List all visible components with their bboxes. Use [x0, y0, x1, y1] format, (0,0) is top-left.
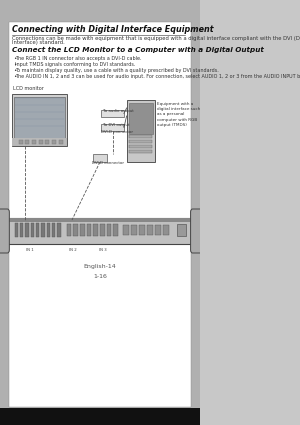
Bar	[14, 97, 64, 139]
Bar	[41, 223, 45, 237]
Bar	[129, 103, 153, 134]
Bar	[113, 224, 118, 236]
Bar	[127, 100, 154, 162]
Bar	[123, 225, 129, 235]
Bar	[52, 140, 56, 144]
Bar	[100, 224, 105, 236]
Text: DVI-D connector: DVI-D connector	[92, 161, 124, 165]
Text: To audio output: To audio output	[103, 108, 134, 113]
Bar	[101, 110, 124, 117]
Bar	[31, 223, 34, 237]
Bar	[129, 145, 152, 148]
Bar	[36, 223, 39, 237]
Text: To DVI output: To DVI output	[103, 122, 129, 127]
Bar	[46, 223, 50, 237]
Text: To maintain display quality, use a cable with a quality prescribed by DVI standa: To maintain display quality, use a cable…	[15, 68, 219, 73]
Bar	[25, 223, 29, 237]
Bar	[15, 223, 18, 237]
Text: The RGB 1 IN connector also accepts a DVI-D cable.: The RGB 1 IN connector also accepts a DV…	[15, 56, 142, 61]
Text: IN 2: IN 2	[69, 248, 77, 252]
Bar	[129, 150, 152, 153]
Bar	[3, 218, 197, 244]
Bar	[147, 225, 153, 235]
Bar	[52, 223, 55, 237]
Text: IN 1: IN 1	[26, 248, 34, 252]
Text: The AUDIO IN 1, 2 and 3 can be used for audio input. For connection, select AUDI: The AUDIO IN 1, 2 and 3 can be used for …	[15, 74, 300, 79]
Bar	[129, 135, 152, 138]
Bar	[20, 223, 23, 237]
Bar	[101, 124, 124, 131]
Bar	[93, 154, 106, 162]
Text: Connect the LCD Monitor to a Computer with a Digital Output: Connect the LCD Monitor to a Computer wi…	[12, 47, 264, 53]
FancyBboxPatch shape	[190, 209, 205, 253]
Bar	[106, 224, 111, 236]
Text: LCD monitor: LCD monitor	[13, 86, 44, 91]
Text: Interface) standard.: Interface) standard.	[12, 40, 65, 45]
Bar	[67, 224, 71, 236]
Text: •: •	[13, 56, 17, 61]
Bar	[139, 225, 145, 235]
Bar	[93, 224, 98, 236]
Bar	[129, 140, 152, 143]
Bar	[163, 225, 169, 235]
Text: •: •	[13, 68, 17, 73]
Bar	[73, 224, 78, 236]
Bar	[155, 225, 160, 235]
Bar	[58, 140, 63, 144]
Bar	[0, 408, 200, 425]
FancyBboxPatch shape	[0, 209, 9, 253]
Bar	[177, 224, 186, 236]
Bar	[12, 138, 67, 146]
Bar	[19, 140, 23, 144]
Bar	[25, 140, 29, 144]
Bar	[12, 94, 67, 146]
Text: 1-16: 1-16	[93, 274, 107, 279]
Text: DVI-D connector: DVI-D connector	[101, 130, 133, 134]
Bar	[3, 218, 197, 222]
Text: English-14: English-14	[84, 264, 116, 269]
Text: Input TMDS signals conforming to DVI standards.: Input TMDS signals conforming to DVI sta…	[15, 62, 136, 67]
Bar	[45, 140, 49, 144]
Bar	[80, 224, 85, 236]
Bar	[131, 225, 136, 235]
Text: Connections can be made with equipment that is equipped with a digital interface: Connections can be made with equipment t…	[12, 36, 300, 41]
Text: •: •	[13, 62, 17, 67]
Text: IN 3: IN 3	[99, 248, 107, 252]
Bar	[57, 223, 61, 237]
Text: Connecting with Digital Interface Equipment: Connecting with Digital Interface Equipm…	[12, 25, 214, 34]
Text: Equipment with a
digital interface such
as a personal
computer with RGB
output (: Equipment with a digital interface such …	[157, 102, 200, 127]
Text: •: •	[13, 74, 17, 79]
Bar	[87, 224, 91, 236]
Bar	[32, 140, 36, 144]
Bar	[39, 140, 43, 144]
